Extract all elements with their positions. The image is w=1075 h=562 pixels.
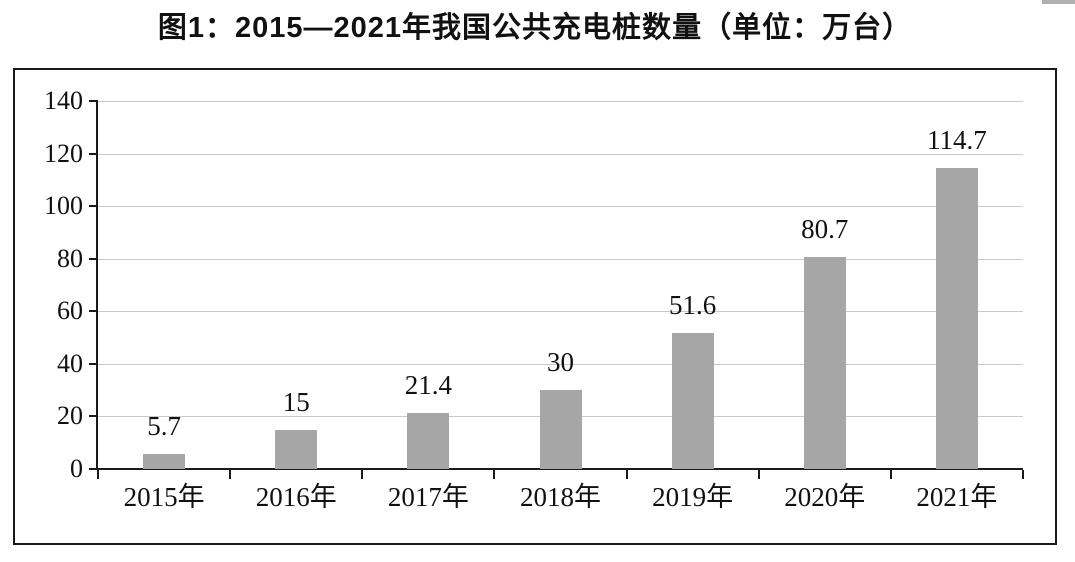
gridline (98, 258, 1023, 260)
y-axis-tick (89, 310, 98, 313)
x-axis-tick (493, 470, 496, 479)
gridline (98, 206, 1023, 208)
x-axis (96, 468, 1023, 470)
x-category-label: 2016年 (255, 482, 337, 512)
y-axis-tick (89, 362, 98, 365)
x-category-label: 2019年 (652, 482, 734, 512)
gridline (98, 101, 1023, 102)
gridline (98, 311, 1023, 313)
x-axis-tick (229, 470, 232, 479)
x-axis-tick (97, 470, 99, 479)
bar (143, 454, 186, 469)
y-tick-label: 20 (57, 401, 83, 431)
y-axis-tick (89, 152, 98, 155)
bar (935, 167, 978, 469)
chart-title: 图1：2015—2021年我国公共充电桩数量（单位：万台） (157, 12, 913, 44)
bar (539, 390, 582, 469)
y-tick-label: 100 (44, 191, 83, 221)
y-axis-tick (89, 257, 98, 260)
x-category-label: 2018年 (520, 482, 601, 512)
x-axis-tick (625, 470, 628, 479)
bar-value-label: 15 (282, 386, 310, 417)
top-right-strip-artifact (1042, 0, 1075, 4)
x-category-label: 2021年 (916, 482, 998, 512)
x-category-label: 2020年 (784, 482, 866, 512)
y-tick-label: 0 (70, 454, 83, 483)
bar-value-label: 51.6 (669, 290, 717, 321)
x-category-label: 2015年 (123, 482, 205, 512)
y-tick-label: 40 (57, 348, 83, 378)
bar (671, 333, 714, 469)
gridline (98, 363, 1023, 365)
bar-value-label: 5.7 (147, 411, 181, 442)
gridline (98, 153, 1023, 155)
x-axis-tick (889, 470, 892, 479)
bar-value-label: 21.4 (404, 369, 452, 400)
bar-value-label: 114.7 (927, 124, 987, 155)
y-axis-tick (89, 100, 98, 102)
y-axis-tick (89, 415, 98, 418)
x-axis-tick (1022, 470, 1024, 479)
x-axis-tick (361, 470, 364, 479)
y-tick-label: 140 (44, 86, 83, 115)
y-tick-label: 120 (44, 138, 83, 168)
y-tick-label: 60 (57, 296, 83, 326)
chart-frame (13, 68, 1057, 545)
x-category-label: 2017年 (387, 482, 469, 512)
bar-value-label: 80.7 (801, 213, 849, 244)
y-axis-tick (89, 468, 98, 470)
y-tick-label: 80 (57, 243, 83, 273)
bar (803, 256, 846, 469)
bar (275, 429, 318, 469)
bar (407, 412, 450, 469)
y-axis-tick (89, 205, 98, 208)
y-axis (96, 100, 98, 470)
bar-value-label: 30 (547, 347, 574, 378)
x-axis-tick (757, 470, 760, 479)
